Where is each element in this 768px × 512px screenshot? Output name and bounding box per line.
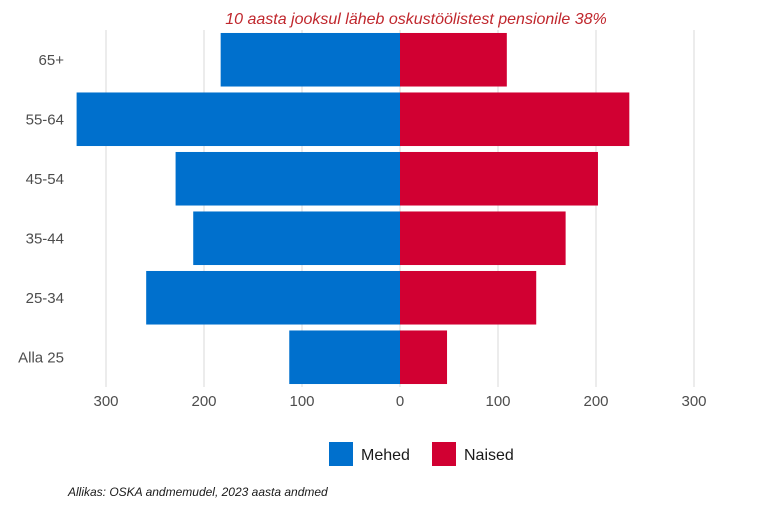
y-tick-label: 45-54: [26, 171, 64, 188]
legend-label-mehed: Mehed: [361, 447, 410, 464]
x-tick-label: 100: [289, 393, 314, 410]
chart-caption: Allikas: OSKA andmemudel, 2023 aasta and…: [67, 485, 328, 499]
grid-lines: [105, 30, 695, 387]
bar-mehed-45-54: [175, 151, 400, 206]
x-tick-label: 300: [93, 393, 118, 410]
legend-swatch-mehed: [329, 442, 353, 466]
x-tick-label: 200: [191, 393, 216, 410]
y-tick-label: Alla 25: [18, 349, 64, 366]
bar-mehed-65-: [220, 32, 400, 87]
x-axis-tick-labels: 300 200 100 0 100 200 300: [93, 393, 706, 410]
bar-mehed-25-34: [146, 270, 400, 325]
bar-naised-45-54: [400, 151, 598, 206]
bars: [76, 32, 630, 385]
x-tick-label: 0: [396, 393, 404, 410]
y-tick-label: 35-44: [26, 230, 64, 247]
bar-naised-25-34: [400, 270, 537, 325]
bar-mehed-alla-25: [289, 330, 400, 385]
y-tick-label: 25-34: [26, 290, 64, 307]
x-tick-label: 200: [583, 393, 608, 410]
y-tick-label: 55-64: [26, 111, 64, 128]
y-axis-tick-labels: 65+ 55-64 45-54 35-44 25-34 Alla 25: [18, 52, 64, 367]
bar-naised-65-: [400, 32, 507, 87]
legend: Mehed Naised: [329, 442, 514, 466]
x-tick-label: 100: [485, 393, 510, 410]
bar-mehed-55-64: [76, 92, 400, 147]
chart-title: 10 aasta jooksul läheb oskustöölistest p…: [225, 11, 607, 28]
bar-mehed-35-44: [193, 211, 400, 266]
bar-naised-55-64: [400, 92, 630, 147]
y-tick-label: 65+: [39, 52, 65, 69]
legend-swatch-naised: [432, 442, 456, 466]
x-tick-label: 300: [681, 393, 706, 410]
legend-label-naised: Naised: [464, 447, 514, 464]
bar-naised-alla-25: [400, 330, 448, 385]
bar-naised-35-44: [400, 211, 566, 266]
